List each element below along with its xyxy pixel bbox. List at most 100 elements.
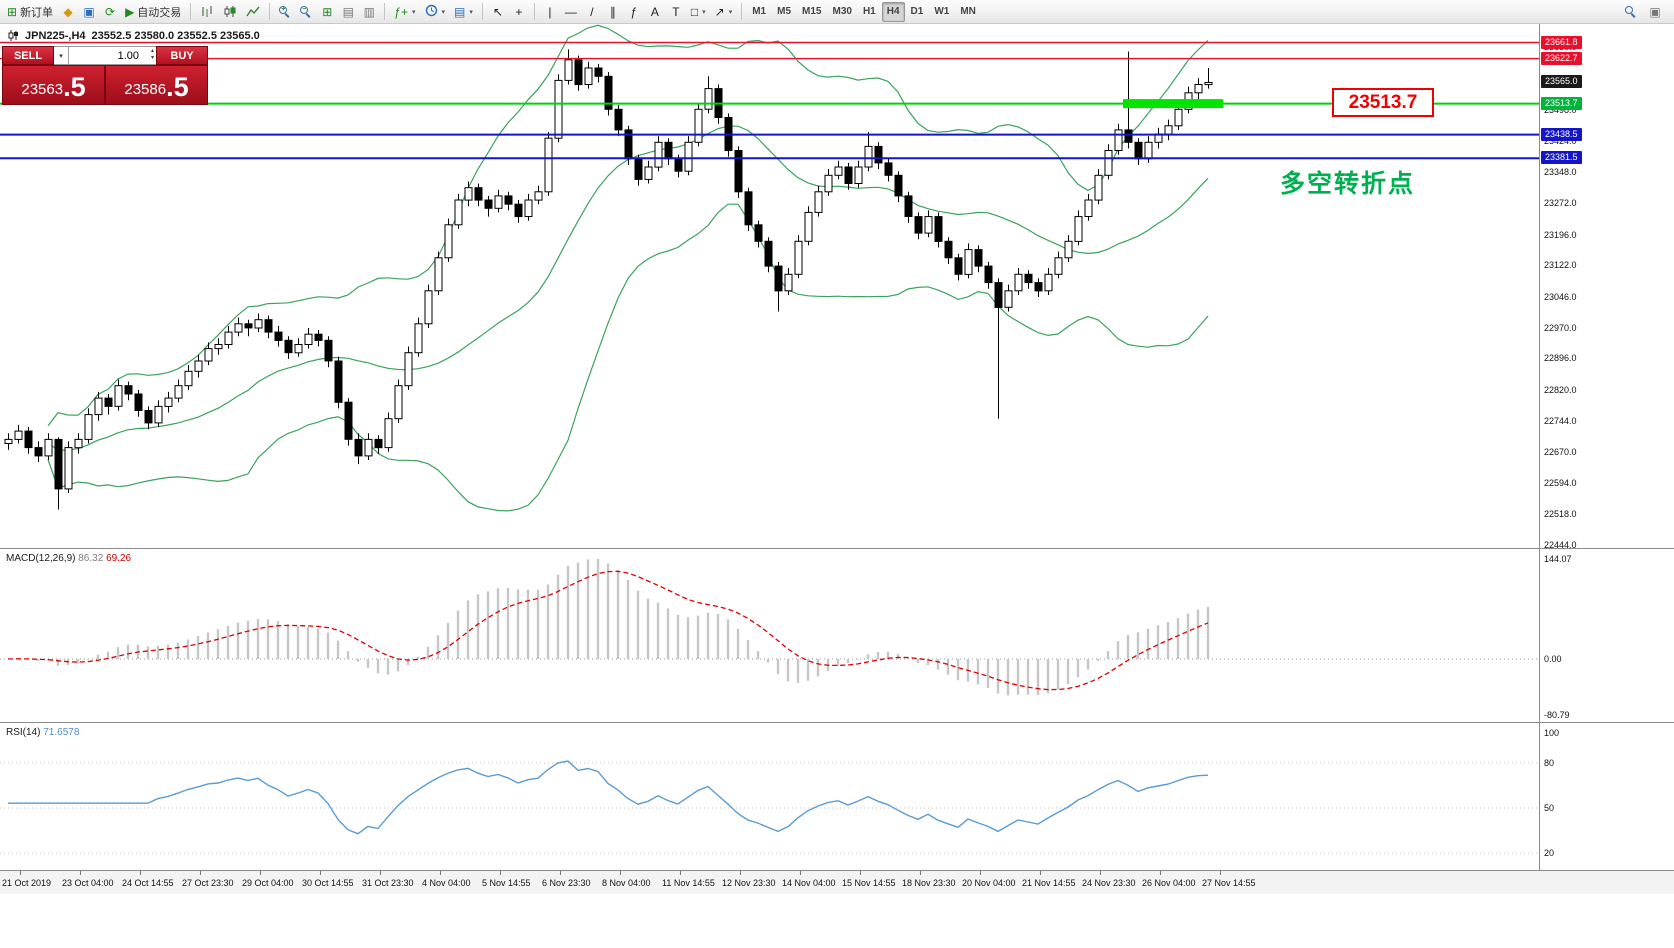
zoom-out-icon[interactable]: − xyxy=(296,2,316,22)
sell-price[interactable]: 23563.5 xyxy=(2,65,105,105)
vertical-line-tool-icon[interactable]: | xyxy=(548,4,552,19)
periods-button[interactable]: ▾ xyxy=(421,2,450,22)
timeframe-h4-button[interactable]: H4 xyxy=(881,1,905,22)
toolbar-separator xyxy=(533,3,535,20)
timeframe-m30-button[interactable]: M30 xyxy=(832,6,852,17)
timeframe-h1-button[interactable]: H1 xyxy=(862,6,876,17)
time-tick xyxy=(20,871,21,875)
rsi-chart[interactable] xyxy=(0,723,1539,871)
new-order-button[interactable]: ⊞ 新订单 xyxy=(3,2,57,22)
chevron-down-icon: ▾ xyxy=(702,8,706,16)
price-tick: 23272.0 xyxy=(1544,198,1577,209)
text-tool-icon[interactable]: A xyxy=(650,4,659,19)
price-tick: 23122.0 xyxy=(1544,260,1577,271)
time-label: 24 Oct 14:55 xyxy=(122,878,174,888)
rsi-panel[interactable]: RSI(14) 71.6578 xyxy=(0,722,1539,870)
autotrade-button[interactable]: ▶ 自动交易 xyxy=(121,2,185,22)
window-icon[interactable]: ▣ xyxy=(1649,4,1661,19)
macd-scale-tick: 0.00 xyxy=(1544,654,1562,664)
tile-windows-icon[interactable]: ⊞ xyxy=(322,4,333,19)
templates-button[interactable]: ▤ ▾ xyxy=(450,2,477,22)
price-tick: 22518.0 xyxy=(1544,509,1577,520)
fibonacci-tool-icon[interactable]: ƒ xyxy=(630,4,638,19)
time-label: 23 Oct 04:00 xyxy=(62,878,114,888)
cursor-icon[interactable]: ↖ xyxy=(492,4,503,19)
price-tick: 22670.0 xyxy=(1544,446,1577,457)
arrange-vertical-icon[interactable]: ▥ xyxy=(363,4,375,19)
time-tick xyxy=(800,871,801,875)
time-label: 27 Nov 14:55 xyxy=(1202,878,1256,888)
chevron-down-icon: ▾ xyxy=(469,8,473,16)
time-label: 31 Oct 23:30 xyxy=(362,878,414,888)
new-order-label: 新订单 xyxy=(20,6,54,19)
price-badge: 23622.7 xyxy=(1541,51,1582,65)
candlestick-chart-icon[interactable] xyxy=(219,2,241,22)
time-tick xyxy=(1100,871,1101,875)
shapes-button[interactable]: □ ▾ xyxy=(687,2,710,22)
time-label: 20 Nov 04:00 xyxy=(962,878,1016,888)
order-type-dropdown[interactable]: ▾ xyxy=(54,46,69,65)
volume-input[interactable] xyxy=(69,48,141,63)
timeframe-m1-button[interactable]: M1 xyxy=(752,6,767,17)
price-badge: 23513.7 xyxy=(1541,96,1582,110)
chart-header: JPN225-,H4 23552.5 23580.0 23552.5 23565… xyxy=(8,30,260,42)
terminal-icon[interactable]: ▣ xyxy=(83,4,95,19)
macd-scale-tick: -80.79 xyxy=(1544,710,1570,720)
timeframe-m5-button[interactable]: M5 xyxy=(777,6,792,17)
arrows-button[interactable]: ↗ ▾ xyxy=(711,2,737,22)
price-badge: 23565.0 xyxy=(1541,75,1582,89)
price-tick: 22896.0 xyxy=(1544,353,1577,364)
timeframe-w1-button[interactable]: W1 xyxy=(934,6,950,17)
macd-axis[interactable]: 144.07 0.00 -80.79 xyxy=(1539,548,1674,722)
price-tick: 22444.0 xyxy=(1544,540,1577,550)
timeframe-mn-button[interactable]: MN xyxy=(960,6,976,17)
volume-box: ▴ ▾ xyxy=(69,46,156,65)
time-tick xyxy=(1040,871,1041,875)
chart-symbol-period: JPN225-,H4 xyxy=(25,30,86,42)
time-tick xyxy=(860,871,861,875)
level-price-label[interactable]: 23513.7 xyxy=(1332,88,1434,117)
channel-tool-icon[interactable]: ∥ xyxy=(609,4,616,19)
bar-chart-icon[interactable] xyxy=(196,2,218,22)
crosshair-icon[interactable]: + xyxy=(515,4,523,19)
search-icon[interactable] xyxy=(1621,2,1641,22)
time-axis[interactable]: 21 Oct 2019 23 Oct 04:00 24 Oct 14:55 27 Oc… xyxy=(0,870,1674,894)
horizontal-line-tool-icon[interactable]: — xyxy=(564,4,577,19)
rsi-scale-tick: 20 xyxy=(1544,848,1555,858)
toolbar-separator xyxy=(384,3,386,20)
main-chart-panel[interactable] xyxy=(0,24,1539,548)
buy-price[interactable]: 23586.5 xyxy=(105,65,208,105)
line-chart-icon[interactable] xyxy=(242,2,264,22)
price-axis[interactable]: 23650.023498.023424.023348.023272.023196… xyxy=(1539,24,1674,550)
sell-button[interactable]: SELL xyxy=(2,46,54,65)
chart-annotation: 多空转折点 xyxy=(1280,170,1416,198)
time-label: 15 Nov 14:55 xyxy=(842,878,896,888)
chart-symbol-icon xyxy=(8,30,18,41)
macd-chart[interactable] xyxy=(0,549,1539,723)
timeframe-m15-button[interactable]: M15 xyxy=(802,6,822,17)
buy-button[interactable]: BUY xyxy=(156,46,208,65)
price-tick: 23498.0 xyxy=(1544,105,1577,116)
cascade-windows-icon[interactable]: ▤ xyxy=(342,4,354,19)
window-bottom-area xyxy=(0,894,1674,948)
refresh-icon[interactable]: ⟳ xyxy=(105,4,116,19)
volume-decrease[interactable]: ▾ xyxy=(150,55,154,61)
main-chart[interactable] xyxy=(0,24,1539,548)
trendline-tool-icon[interactable]: / xyxy=(590,4,594,19)
time-label: 4 Nov 04:00 xyxy=(422,878,471,888)
rsi-axis[interactable]: 100 80 50 20 xyxy=(1539,722,1674,870)
price-tick: 22744.0 xyxy=(1544,416,1577,427)
label-tool-icon[interactable]: T xyxy=(672,4,680,19)
time-tick xyxy=(920,871,921,875)
timeframe-d1-button[interactable]: D1 xyxy=(910,6,924,17)
price-badge: 23438.5 xyxy=(1541,127,1582,141)
rsi-scale-tick: 100 xyxy=(1544,728,1560,738)
profiles-icon[interactable]: ◆ xyxy=(63,4,73,19)
indicators-button[interactable]: ƒ+ ▾ xyxy=(390,2,419,22)
time-tick xyxy=(680,871,681,875)
macd-panel[interactable]: MACD(12,26,9) 86.32 69.26 xyxy=(0,548,1539,722)
macd-label: MACD(12,26,9) 86.32 69.26 xyxy=(6,553,132,564)
zoom-in-icon[interactable]: + xyxy=(275,2,295,22)
volume-increase[interactable]: ▴ xyxy=(150,48,154,54)
indicators-icon: ƒ+ xyxy=(394,4,408,19)
